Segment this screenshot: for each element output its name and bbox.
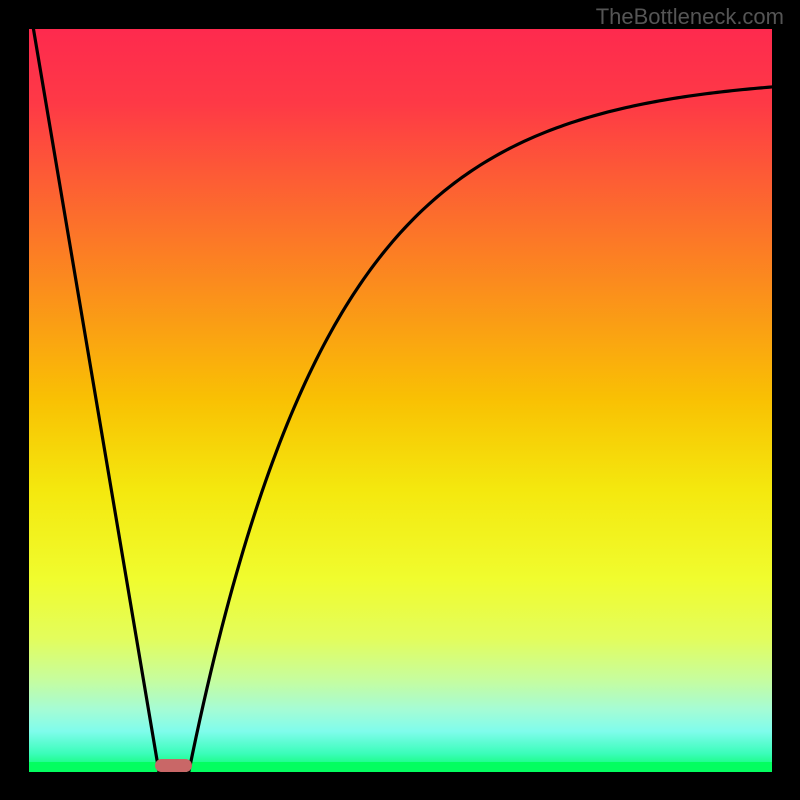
plot-area bbox=[29, 29, 772, 772]
curve-overlay bbox=[29, 29, 772, 772]
chart-container: TheBottleneck.com bbox=[0, 0, 800, 800]
watermark-text: TheBottleneck.com bbox=[596, 4, 784, 30]
vertex-marker bbox=[155, 759, 192, 772]
